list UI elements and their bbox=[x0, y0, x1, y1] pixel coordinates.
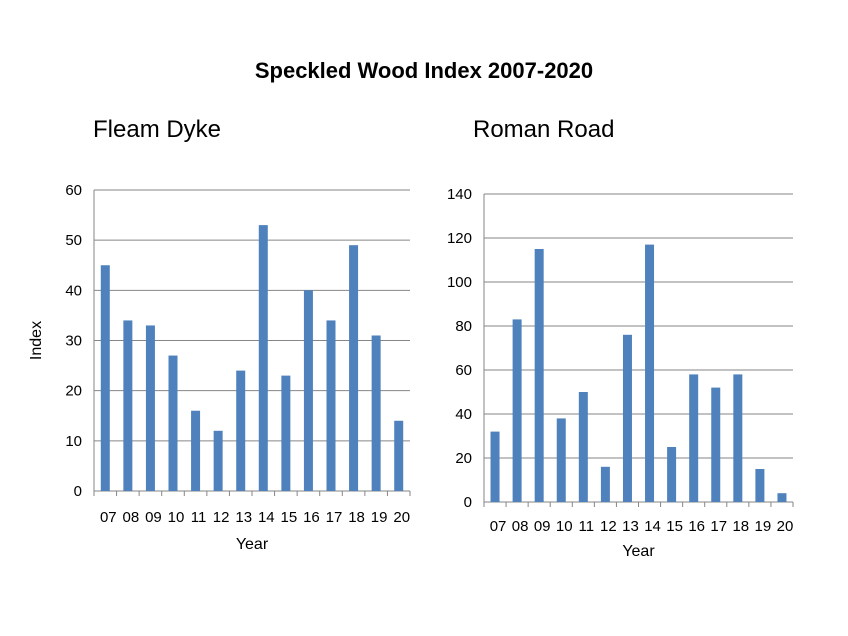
right-x-axis-label: Year bbox=[622, 543, 655, 560]
right-bar-14 bbox=[645, 244, 655, 502]
right-bar-09 bbox=[534, 249, 544, 502]
right-bar-18 bbox=[733, 374, 743, 502]
right-x-tick-label: 13 bbox=[622, 518, 639, 535]
right-chart-subtitle: Roman Road bbox=[473, 116, 615, 143]
right-y-tick-label: 120 bbox=[447, 230, 472, 247]
left-x-tick-label: 19 bbox=[371, 509, 388, 526]
right-bar-11 bbox=[578, 392, 588, 502]
left-x-tick-label: 07 bbox=[100, 509, 117, 526]
left-bar-12 bbox=[213, 430, 223, 491]
right-y-tick-label: 100 bbox=[447, 274, 472, 291]
left-x-tick-label: 20 bbox=[393, 509, 410, 526]
left-y-tick-label: 40 bbox=[65, 282, 82, 299]
left-bar-11 bbox=[191, 410, 201, 491]
right-y-tick-label: 20 bbox=[455, 450, 472, 467]
left-x-tick-label: 12 bbox=[213, 509, 230, 526]
left-chart-subtitle: Fleam Dyke bbox=[93, 116, 222, 143]
left-x-tick-label: 15 bbox=[281, 509, 298, 526]
right-x-tick-label: 10 bbox=[556, 518, 573, 535]
left-x-tick-label: 10 bbox=[168, 509, 185, 526]
right-bar-17 bbox=[711, 387, 721, 502]
left-bar-09 bbox=[145, 325, 155, 491]
right-bar-20 bbox=[777, 493, 787, 502]
left-y-tick-label: 20 bbox=[65, 383, 82, 400]
right-x-tick-label: 12 bbox=[600, 518, 617, 535]
right-x-tick-label: 19 bbox=[755, 518, 772, 535]
left-bar-20 bbox=[394, 420, 404, 491]
right-bar-10 bbox=[556, 418, 566, 502]
right-y-tick-label: 140 bbox=[447, 186, 472, 203]
left-y-tick-label: 30 bbox=[65, 333, 82, 350]
left-y-tick-label: 10 bbox=[65, 433, 82, 450]
right-x-tick-label: 08 bbox=[512, 518, 529, 535]
left-x-axis-label: Year bbox=[236, 536, 269, 553]
left-bar-17 bbox=[326, 320, 336, 491]
left-bar-15 bbox=[281, 375, 291, 491]
left-y-tick-label: 60 bbox=[65, 182, 82, 199]
left-bar-10 bbox=[168, 355, 178, 491]
left-y-axis-label: Index bbox=[28, 321, 45, 360]
right-bar-16 bbox=[689, 374, 699, 502]
left-x-tick-label: 08 bbox=[123, 509, 140, 526]
right-bar-08 bbox=[512, 319, 522, 502]
left-x-tick-label: 16 bbox=[303, 509, 320, 526]
right-x-tick-label: 20 bbox=[777, 518, 794, 535]
left-y-tick-label: 50 bbox=[65, 232, 82, 249]
right-bar-19 bbox=[755, 469, 765, 502]
left-x-tick-label: 09 bbox=[145, 509, 162, 526]
left-bar-07 bbox=[100, 265, 110, 491]
right-x-tick-label: 18 bbox=[732, 518, 749, 535]
right-bar-15 bbox=[667, 447, 677, 502]
right-y-tick-label: 0 bbox=[464, 494, 472, 511]
right-x-tick-label: 17 bbox=[710, 518, 727, 535]
right-x-tick-label: 11 bbox=[579, 518, 595, 535]
chart-title: Speckled Wood Index 2007-2020 bbox=[254, 58, 594, 83]
left-x-tick-label: 11 bbox=[191, 509, 207, 526]
left-bar-18 bbox=[349, 245, 359, 491]
left-bar-16 bbox=[303, 290, 313, 491]
right-x-tick-label: 15 bbox=[666, 518, 683, 535]
left-x-tick-label: 13 bbox=[235, 509, 252, 526]
left-x-tick-label: 17 bbox=[326, 509, 343, 526]
right-y-tick-label: 60 bbox=[455, 362, 472, 379]
right-x-tick-label: 09 bbox=[534, 518, 551, 535]
right-bar-07 bbox=[490, 431, 500, 502]
left-bar-08 bbox=[123, 320, 133, 491]
right-bar-13 bbox=[622, 334, 632, 502]
right-x-tick-label: 16 bbox=[688, 518, 705, 535]
left-bar-14 bbox=[258, 225, 268, 491]
left-bar-19 bbox=[371, 335, 381, 491]
right-y-tick-label: 40 bbox=[455, 406, 472, 423]
right-x-tick-label: 07 bbox=[490, 518, 507, 535]
left-bar-13 bbox=[236, 370, 246, 491]
right-y-tick-label: 80 bbox=[455, 318, 472, 335]
right-bar-12 bbox=[600, 466, 610, 502]
left-x-tick-label: 18 bbox=[348, 509, 365, 526]
left-x-tick-label: 14 bbox=[258, 509, 275, 526]
left-y-tick-label: 0 bbox=[74, 483, 82, 500]
right-x-tick-label: 14 bbox=[644, 518, 661, 535]
